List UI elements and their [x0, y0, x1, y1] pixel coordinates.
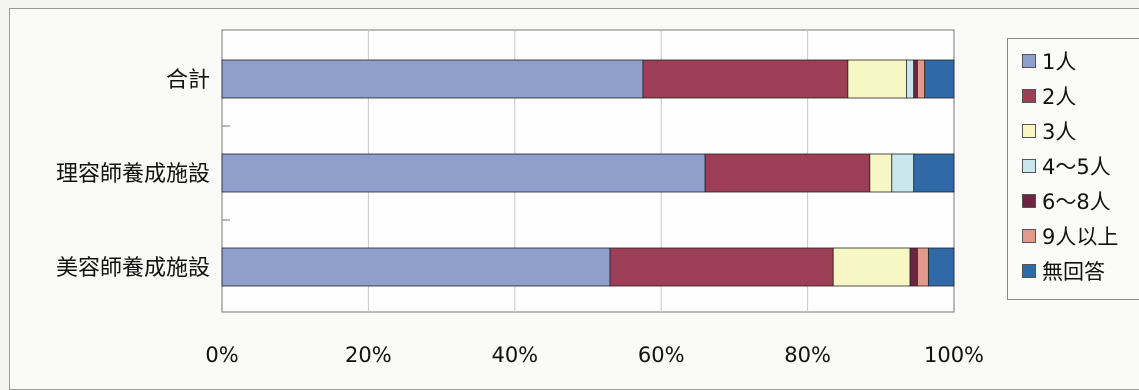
legend-swatch — [1022, 264, 1036, 278]
legend-label: 2人 — [1042, 85, 1077, 109]
x-tick-label: 80% — [784, 343, 831, 367]
legend-item: 2人 — [1022, 82, 1076, 110]
x-tick-label: 100% — [924, 343, 984, 367]
legend-item: 無回答 — [1022, 257, 1105, 285]
bar-segment-3-7 — [927, 247, 955, 287]
bar-segment-2-7 — [913, 153, 955, 193]
bar-segment-1-4 — [906, 59, 915, 99]
x-tick-label: 0% — [205, 343, 238, 367]
bar-segment-3-6 — [917, 247, 929, 287]
legend-swatch — [1022, 229, 1036, 243]
x-tick-label: 60% — [638, 343, 685, 367]
legend-label: 6～8人 — [1042, 190, 1111, 214]
legend-item: 1人 — [1022, 47, 1076, 75]
legend-swatch — [1022, 54, 1036, 68]
bar-segment-1-3 — [847, 59, 907, 99]
bar-segment-2-4 — [891, 153, 915, 193]
legend: 1人 2人 3人 4～5人 6～8人 9人以上無回答 — [1007, 38, 1139, 300]
legend-swatch — [1022, 159, 1036, 173]
bar-segment-3-5 — [909, 247, 918, 287]
bars — [221, 59, 955, 287]
legend-item: 6～8人 — [1022, 187, 1111, 215]
legend-label: 9人以上 — [1042, 225, 1119, 249]
legend-swatch — [1022, 89, 1036, 103]
legend-label: 3人 — [1042, 120, 1077, 144]
bar-segment-3-3 — [832, 247, 911, 287]
bar-segment-2-3 — [869, 153, 893, 193]
category-label: 合計 — [166, 68, 210, 93]
bar-segment-1-7 — [924, 59, 955, 99]
legend-item: 9人以上 — [1022, 222, 1118, 250]
x-tick-labels: 0% 20% 40% 60% 80% 100% — [205, 343, 984, 367]
legend-label: 4～5人 — [1042, 155, 1111, 179]
x-tick-label: 40% — [491, 343, 538, 367]
category-label: 理容師養成施設 — [56, 162, 210, 187]
legend-label: 1人 — [1042, 50, 1077, 74]
category-label: 美容師養成施設 — [56, 256, 210, 281]
legend-label: 無回答 — [1042, 260, 1105, 284]
legend-item: 4～5人 — [1022, 152, 1111, 180]
bar-segment-3-2 — [609, 247, 834, 287]
bar-segment-3-1 — [221, 247, 611, 287]
legend-item: 3人 — [1022, 117, 1076, 145]
x-tick-label: 20% — [345, 343, 392, 367]
bar-segment-2-1 — [221, 153, 706, 193]
bar-segment-1-1 — [221, 59, 644, 99]
bar-segment-1-5 — [913, 59, 918, 99]
legend-swatch — [1022, 194, 1036, 208]
legend-swatch — [1022, 124, 1036, 138]
bar-segment-1-2 — [642, 59, 849, 99]
bar-segment-2-2 — [704, 153, 871, 193]
bar-segment-1-6 — [917, 59, 926, 99]
